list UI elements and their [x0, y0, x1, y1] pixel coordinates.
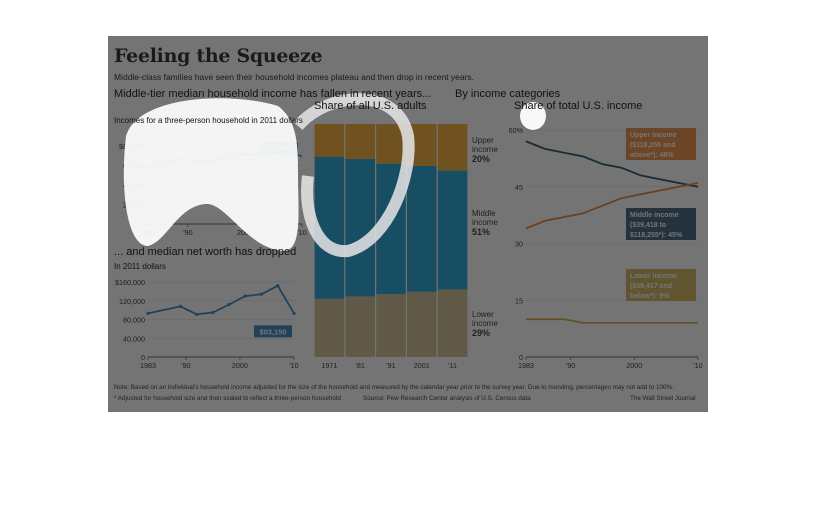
bar-segment: [376, 163, 406, 295]
y-tick-label: 30: [515, 240, 523, 249]
bar-segment: [437, 289, 468, 357]
adult-share-bar-chart: 1971'81'91 2001'11Upperincome20%Middleinc…: [314, 124, 498, 370]
bar-segment: [314, 298, 345, 357]
series-label-text: below*): 9%: [630, 293, 670, 300]
x-tick-label: 2000: [232, 361, 248, 370]
bar-segment: [407, 124, 437, 166]
series-label-text: Lower income: [630, 273, 677, 280]
y-tick-label: 40,000: [123, 334, 145, 343]
segment-label: income: [472, 319, 498, 328]
x-tick-label: '10: [693, 361, 702, 370]
x-tick-label: 1983: [140, 228, 156, 237]
bar-segment: [314, 156, 345, 299]
end-value-label: $93,150: [259, 327, 286, 336]
x-tick-label: '90: [183, 228, 192, 237]
footer-credit: The Wall Street Journal: [630, 395, 696, 402]
x-tick-label: 2000: [626, 361, 642, 370]
series-line-0: [147, 284, 295, 316]
footer-note: Note: Based on an individual's household…: [114, 384, 674, 391]
series-label-text: ($118,256 and: [630, 142, 676, 149]
y-tick-label: 20,000: [123, 201, 145, 210]
x-tick-label: 1983: [140, 361, 156, 370]
segment-value: 29%: [472, 328, 490, 338]
data-point: [211, 310, 215, 315]
x-tick-label: '90: [566, 361, 575, 370]
segment-label: Lower: [472, 310, 494, 319]
data-point: [276, 284, 280, 288]
y-tick-label: $160,000: [115, 278, 145, 287]
data-point: [146, 311, 150, 316]
bar-segment: [345, 158, 375, 297]
income-chart-title: Middle-tier median household income has …: [114, 88, 432, 100]
end-value-label: $69,487: [265, 144, 292, 153]
series-label-text: $118,255*): 45%: [630, 232, 683, 239]
x-tick-label: 2001: [414, 361, 430, 370]
segment-label: income: [472, 218, 498, 227]
x-tick-label: '11: [448, 361, 457, 370]
data-point: [227, 302, 231, 307]
bar-segment: [345, 124, 375, 159]
segment-label: income: [472, 145, 498, 154]
series-line-2: [526, 318, 698, 324]
y-tick-label: 80,000: [123, 316, 145, 325]
infographic: Feeling the Squeeze Middle-class familie…: [108, 36, 708, 412]
bar-segment: [407, 165, 437, 292]
y-tick-label: $80,000: [119, 142, 145, 151]
group-title: By income categories: [455, 88, 561, 100]
data-point: [178, 304, 183, 308]
x-tick-label: '81: [356, 361, 365, 370]
share-chart-title: Share of total U.S. income: [514, 100, 643, 112]
bar-segment: [314, 124, 345, 157]
bar-segment: [437, 170, 468, 290]
y-tick-label: 60,000: [123, 162, 145, 171]
series-label-text: ($39,418 to: [630, 222, 666, 229]
series-label-text: ($39,417 and: [630, 283, 672, 290]
bar-segment: [376, 294, 406, 357]
x-tick-label: '91: [386, 361, 395, 370]
bar-segment: [437, 124, 468, 171]
series-label-text: Middle income: [630, 212, 679, 219]
data-point: [259, 292, 264, 296]
series-line-0: [147, 151, 303, 170]
y-tick-label: 60%: [509, 126, 524, 135]
bar-segment: [407, 291, 437, 357]
y-tick-label: 120,000: [119, 297, 145, 306]
bar-segment: [376, 124, 406, 164]
segment-label: Middle: [472, 209, 496, 218]
data-point: [195, 312, 199, 316]
bar-segment: [345, 296, 375, 357]
data-point: [292, 311, 296, 315]
footer-footnote: * Adjusted for household size and then s…: [114, 395, 341, 402]
income-chart-subtitle: Incomes for a three-person household in …: [114, 116, 303, 125]
networth-chart-title: ... and median net worth has dropped: [114, 246, 297, 258]
x-tick-label: 1983: [518, 361, 534, 370]
y-tick-label: 15: [515, 296, 523, 305]
segment-label: Upper: [472, 136, 494, 145]
adults-chart-title: Share of all U.S. adults: [314, 100, 427, 112]
segment-value: 51%: [472, 227, 490, 237]
x-tick-label: 1971: [321, 361, 337, 370]
footer-source: Source: Pew Research Center analysis of …: [363, 395, 531, 402]
series-label-text: Upper income: [630, 132, 677, 139]
y-tick-label: 45: [515, 183, 523, 192]
x-tick-label: '10: [289, 361, 298, 370]
x-tick-label: '90: [181, 361, 190, 370]
y-tick-label: 40,000: [123, 181, 145, 190]
networth-chart-subtitle: In 2011 dollars: [114, 262, 166, 271]
x-tick-label: '10: [297, 228, 306, 237]
data-point: [243, 294, 247, 298]
x-tick-label: 2000: [237, 228, 253, 237]
segment-value: 20%: [472, 154, 490, 164]
series-label-text: above*): 46%: [630, 152, 674, 159]
